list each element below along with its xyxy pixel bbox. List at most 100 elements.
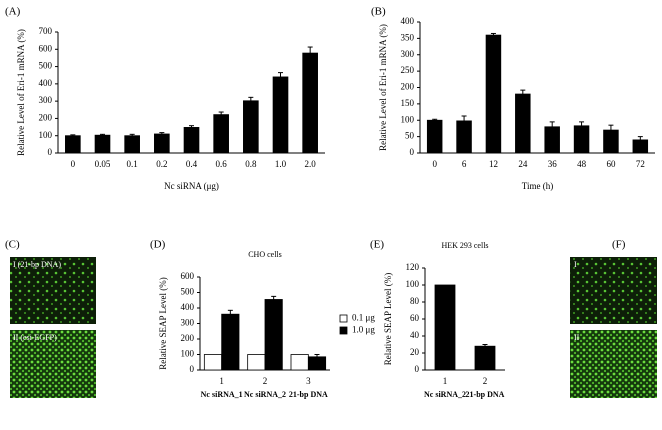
y-tick-label: 200: [39, 112, 53, 122]
image-caption: II (esi-EGFP): [13, 333, 57, 342]
panel-label: (A): [5, 6, 21, 18]
y-tick-label: 300: [181, 318, 195, 328]
y-axis-label: Relative Level of Eri-1 mRNA (%): [378, 24, 388, 151]
bar: [474, 345, 496, 371]
x-tick-label: 1: [443, 376, 448, 386]
micrograph: [10, 330, 96, 398]
chart-title: CHO cells: [248, 250, 282, 259]
y-tick-label: 80: [410, 296, 420, 306]
x-tick-label: 0: [432, 159, 437, 169]
legend-swatch: [339, 326, 348, 335]
x-tick-label: 6: [462, 159, 467, 169]
bar: [264, 299, 283, 371]
y-axis-label: Relative SEAP Level (%): [158, 277, 168, 369]
x-tick-label: 72: [636, 159, 645, 169]
panel-label: (E): [370, 239, 384, 251]
bar: [221, 313, 240, 371]
y-axis-label: Relative Level of Eri-1 mRNA (%): [16, 29, 26, 156]
y-tick-label: 400: [401, 16, 415, 26]
x-tick-label: 0.8: [245, 159, 257, 169]
bar: [515, 93, 531, 154]
image-caption: II: [574, 333, 580, 342]
y-tick-label: 100: [39, 130, 53, 140]
y-tick-label: 600: [181, 271, 195, 281]
y-tick-label: 400: [39, 78, 53, 88]
bar: [290, 354, 309, 371]
chart-title: HEK 293 cells: [441, 241, 488, 250]
bar: [485, 34, 502, 154]
micrograph: [570, 257, 657, 324]
bar: [65, 135, 81, 154]
x-tick-label: 2: [483, 376, 488, 386]
y-tick-label: 150: [401, 98, 415, 108]
bar: [302, 52, 318, 154]
x-tick-label: 0.05: [95, 159, 111, 169]
panel-label: (B): [371, 6, 386, 18]
x-tick-label: 24: [518, 159, 528, 169]
bar: [243, 100, 259, 154]
x-tick-label: 0.6: [216, 159, 228, 169]
micrograph: [10, 257, 96, 324]
y-tick-label: 300: [39, 95, 53, 105]
bar: [434, 284, 456, 371]
y-tick-label: 250: [401, 65, 415, 75]
x-tick-label: 2.0: [305, 159, 317, 169]
x-tick-label: 1.0: [275, 159, 287, 169]
y-tick-label: 100: [401, 114, 415, 124]
x-tick-label: 2: [263, 376, 268, 386]
y-tick-label: 500: [39, 61, 53, 71]
x-category-label: 21-bp DNA: [289, 390, 328, 399]
image-caption: I (21-bp DNA): [13, 260, 61, 269]
y-tick-label: 300: [401, 49, 415, 59]
bar: [203, 354, 223, 371]
bar: [183, 127, 200, 154]
bar: [272, 76, 289, 154]
x-tick-label: 36: [548, 159, 558, 169]
x-category-label: Nc siRNA_1: [201, 390, 243, 399]
y-tick-label: 100: [406, 279, 420, 289]
bar: [426, 119, 443, 154]
x-tick-label: 60: [606, 159, 616, 169]
x-category-label: 21-bp DNA: [466, 390, 505, 399]
bar: [154, 133, 170, 154]
x-tick-label: 1: [219, 376, 224, 386]
bar: [544, 126, 560, 154]
y-tick-label: 0: [410, 147, 415, 157]
bar: [247, 354, 266, 371]
x-category-label: Nc siRNA_2: [424, 390, 466, 399]
bar: [632, 139, 649, 154]
bar: [307, 356, 327, 371]
y-tick-label: 400: [181, 302, 195, 312]
x-tick-label: 0.4: [186, 159, 198, 169]
bar: [124, 135, 140, 154]
bar: [94, 134, 111, 154]
y-tick-label: 20: [410, 347, 420, 357]
y-tick-label: 500: [181, 287, 195, 297]
y-tick-label: 60: [410, 313, 420, 323]
legend-swatch: [339, 314, 348, 323]
y-tick-label: 200: [181, 333, 195, 343]
x-tick-label: 3: [306, 376, 311, 386]
y-tick-label: 40: [410, 330, 420, 340]
y-tick-label: 0: [190, 364, 195, 374]
y-tick-label: 0: [48, 147, 53, 157]
x-axis-label: Time (h): [522, 181, 553, 191]
legend-label: 1.0 μg: [352, 325, 375, 335]
micrograph: [570, 330, 657, 398]
panel-label: (D): [150, 239, 166, 251]
y-tick-label: 350: [401, 32, 415, 42]
bar: [213, 114, 229, 154]
y-axis-label: Relative SEAP Level (%): [383, 273, 393, 365]
bar: [603, 129, 619, 154]
x-category-label: Nc siRNA_2: [244, 390, 286, 399]
legend-label: 0.1 μg: [352, 313, 375, 323]
y-tick-label: 50: [405, 131, 415, 141]
y-tick-label: 100: [181, 349, 195, 359]
y-tick-label: 600: [39, 43, 53, 53]
panel-label: (F): [612, 239, 626, 251]
image-caption: I: [574, 260, 577, 269]
y-tick-label: 700: [39, 26, 53, 36]
x-tick-label: 0: [71, 159, 76, 169]
y-tick-label: 0: [415, 364, 420, 374]
